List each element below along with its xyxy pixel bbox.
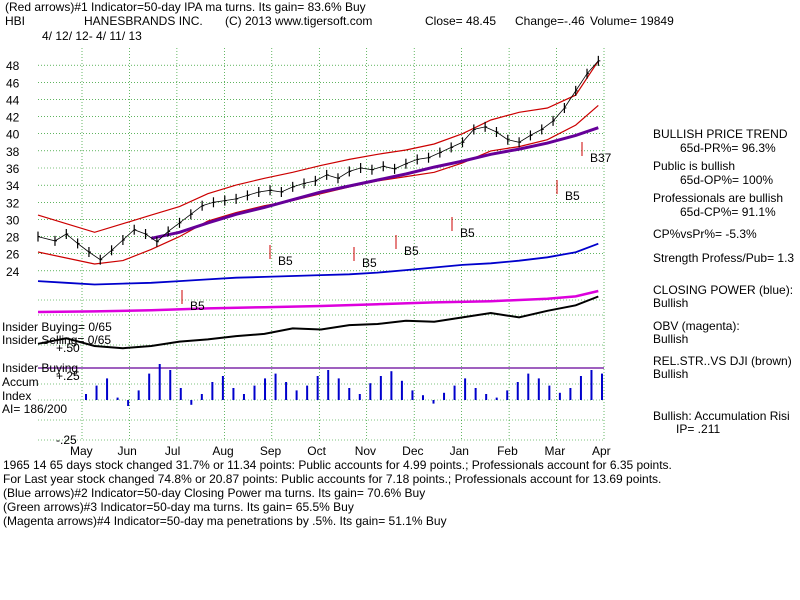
lower-band-line [37, 104, 599, 265]
y-tick-label: 48 [6, 59, 20, 73]
x-tick-label: Sep [260, 444, 282, 458]
signal-label: B37 [590, 151, 612, 165]
x-tick-label: Dec [402, 444, 423, 458]
y-tick-label: 24 [6, 265, 20, 279]
x-tick-label: Jul [165, 444, 180, 458]
insider-buying-count: Insider Buying= 0/65 [2, 320, 112, 334]
y-tick-label: 40 [6, 128, 20, 142]
prof-title: Professionals are bullish [653, 191, 784, 205]
x-tick-label: Jan [450, 444, 469, 458]
indicator-2-text: (Blue arrows)#2 Indicator=50-day Closing… [3, 486, 426, 500]
accum-tick-label: -.25 [56, 433, 77, 447]
closing-power-line [37, 242, 599, 286]
obv-title: OBV (magenta): [653, 319, 740, 333]
x-tick-label: Nov [355, 444, 376, 458]
y-tick-label: 38 [6, 145, 20, 159]
upper-band-line [37, 60, 599, 233]
signal-label: B5 [278, 254, 293, 268]
signal-label: B5 [460, 226, 475, 240]
y-tick-label: 36 [6, 162, 20, 176]
y-tick-label: 32 [6, 196, 20, 210]
price-change: Change=-.46 [515, 14, 585, 28]
accum-tick-label: +.25 [56, 369, 80, 383]
ip-value: IP= .211 [676, 422, 721, 436]
closing-power-value: Bullish [653, 296, 689, 310]
indicator-1-text: (Red arrows)#1 Indicator=50-day IPA ma t… [5, 0, 366, 14]
signal-label: B5 [404, 244, 419, 258]
y-tick-label: 30 [6, 213, 20, 227]
copyright-text: (C) 2013 www.tigersoft.com [225, 14, 373, 28]
cp-vs-pr: CP%vsPr%= -5.3% [653, 227, 757, 241]
date-range: 4/ 12/ 12- 4/ 11/ 13 [42, 29, 142, 43]
volume: Volume= 19849 [590, 14, 674, 28]
ticker-symbol: HBI [5, 14, 26, 28]
y-tick-label: 46 [6, 76, 20, 90]
x-tick-label: Apr [592, 444, 611, 458]
closing-power-title: CLOSING POWER (blue): [653, 283, 794, 297]
cp-value: 65d-CP%= 91.1% [680, 205, 776, 219]
insider-selling-count: Insider Selling= 0/65 [2, 333, 112, 347]
obv-value: Bullish [653, 332, 689, 346]
ai-value: AI= 186/200 [2, 402, 68, 416]
trend-title: BULLISH PRICE TREND [653, 127, 788, 141]
x-tick-label: Jun [117, 444, 136, 458]
x-tick-label: Oct [307, 444, 326, 458]
y-tick-label: 34 [6, 179, 20, 193]
y-tick-label: 44 [6, 93, 20, 107]
footer-65day: 1965 14 65 days stock changed 31.7% or 1… [3, 458, 672, 472]
indicator-3-text: (Green arrows)#3 Indicator=50-day ma tur… [3, 500, 354, 514]
x-tick-label: Mar [545, 444, 566, 458]
price-line [37, 60, 599, 261]
insider-buying-label: Insider Buying [2, 361, 79, 375]
y-tick-label: 42 [6, 111, 20, 125]
close-price: Close= 48.45 [425, 14, 497, 28]
ma50-line [150, 126, 599, 240]
index-label: Index [2, 389, 32, 403]
relstr-title: REL.STR..VS DJI (brown) [653, 354, 792, 368]
company-name: HANESBRANDS INC. [84, 14, 203, 28]
indicator-4-text: (Magenta arrows)#4 Indicator=50-day ma p… [3, 514, 447, 528]
signal-label: B5 [362, 256, 377, 270]
footer-year: For Last year stock changed 74.8% or 20.… [3, 472, 662, 486]
x-tick-label: May [70, 444, 93, 458]
signal-label: B5 [565, 189, 580, 203]
strength-ratio: Strength Profess/Pub= 1.3 [653, 251, 795, 265]
x-tick-label: Aug [212, 444, 233, 458]
relstr-line [37, 295, 599, 350]
obv-line [37, 289, 599, 314]
accum-tick-label: +.50 [56, 341, 80, 355]
x-tick-label: Feb [497, 444, 518, 458]
public-title: Public is bullish [653, 159, 736, 173]
accum-label: Accum [2, 375, 39, 389]
signal-label: B5 [190, 299, 205, 313]
y-tick-label: 28 [6, 231, 20, 245]
accum-title: Bullish: Accumulation Risi [653, 409, 790, 423]
relstr-value: Bullish [653, 367, 689, 381]
y-tick-label: 26 [6, 248, 20, 262]
pr-value: 65d-PR%= 96.3% [680, 141, 776, 155]
op-value: 65d-OP%= 100% [680, 173, 774, 187]
